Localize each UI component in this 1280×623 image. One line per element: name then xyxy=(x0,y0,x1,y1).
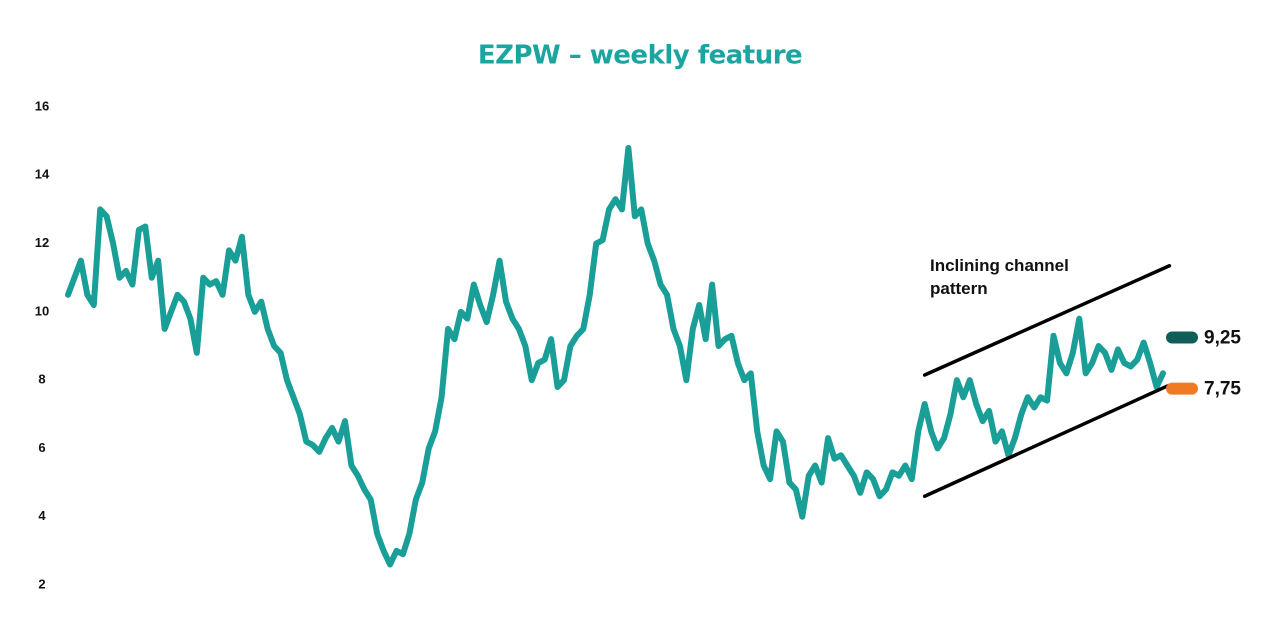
chart-title: EZPW – weekly feature xyxy=(478,41,802,71)
y-tick-label: 6 xyxy=(38,440,45,455)
level-marker xyxy=(1166,382,1198,395)
y-tick-label: 2 xyxy=(38,576,45,591)
y-tick-label: 16 xyxy=(35,98,49,113)
level-label: 7,75 xyxy=(1204,379,1241,400)
y-tick-label: 10 xyxy=(35,303,49,318)
y-tick-label: 8 xyxy=(38,372,45,387)
y-tick-label: 14 xyxy=(35,167,50,182)
price-line xyxy=(65,144,1166,568)
annotation: Inclining channel pattern xyxy=(930,256,1069,298)
level-label: 9,25 xyxy=(1204,327,1241,348)
y-tick-label: 12 xyxy=(35,235,49,250)
channel-line xyxy=(922,384,1170,498)
y-tick-label: 4 xyxy=(38,508,46,523)
level-marker xyxy=(1166,331,1198,344)
annotation-box: Inclining channel pattern xyxy=(930,256,1069,298)
channel-line xyxy=(922,264,1172,377)
